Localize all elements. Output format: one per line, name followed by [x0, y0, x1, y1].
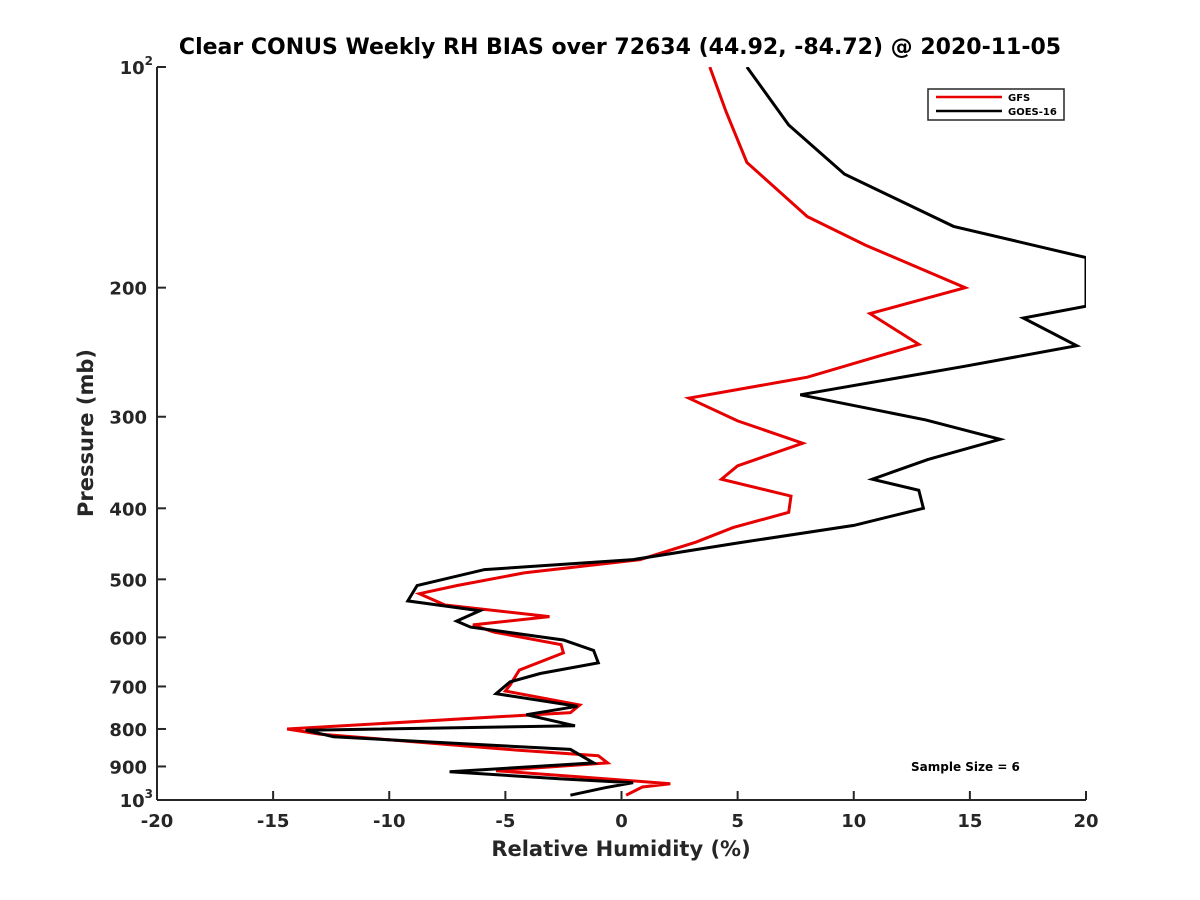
y-tick-label: 800 [109, 720, 147, 741]
x-tick-label: 0 [615, 811, 628, 832]
x-axis-label: Relative Humidity (%) [491, 837, 750, 861]
x-tick-label: 5 [731, 811, 744, 832]
y-tick-label: 400 [109, 499, 147, 520]
x-tick-label: 20 [1073, 811, 1098, 832]
legend: GFS GOES-16 [927, 88, 1065, 121]
y-tick-label: 102 [120, 54, 153, 79]
x-tick-label: -10 [373, 811, 406, 832]
y-tick-label: 200 [109, 279, 147, 300]
x-tick-label: 10 [841, 811, 866, 832]
y-tick-label: 500 [109, 570, 147, 591]
x-tick-label: -15 [257, 811, 290, 832]
sample-size-annotation: Sample Size = 6 [911, 760, 1020, 774]
x-ticks: -20 -15 -10 -5 0 5 10 15 20 [141, 791, 1099, 832]
legend-label-gfs: GFS [1008, 93, 1030, 104]
series-line-goes16 [305, 67, 1086, 797]
chart-title: Clear CONUS Weekly RH BIAS over 72634 (4… [179, 35, 1061, 60]
y-tick-label: 600 [109, 628, 147, 649]
series-layer [286, 67, 1086, 797]
x-tick-label: 15 [957, 811, 982, 832]
y-tick-label: 103 [120, 787, 153, 812]
x-tick-label: -20 [141, 811, 174, 832]
y-tick-label: 900 [109, 757, 147, 778]
y-axis-label: Pressure (mb) [74, 349, 98, 517]
legend-box [927, 88, 1065, 121]
plot-area [156, 67, 1086, 801]
y-ticks: 102 200 300 400 500 600 700 800 900 103 [109, 54, 166, 812]
y-tick-label: 700 [109, 677, 147, 698]
x-tick-label: -5 [495, 811, 515, 832]
legend-label-goes16: GOES-16 [1008, 107, 1057, 118]
series-line-gfs [286, 67, 970, 797]
y-tick-label: 300 [109, 408, 147, 429]
